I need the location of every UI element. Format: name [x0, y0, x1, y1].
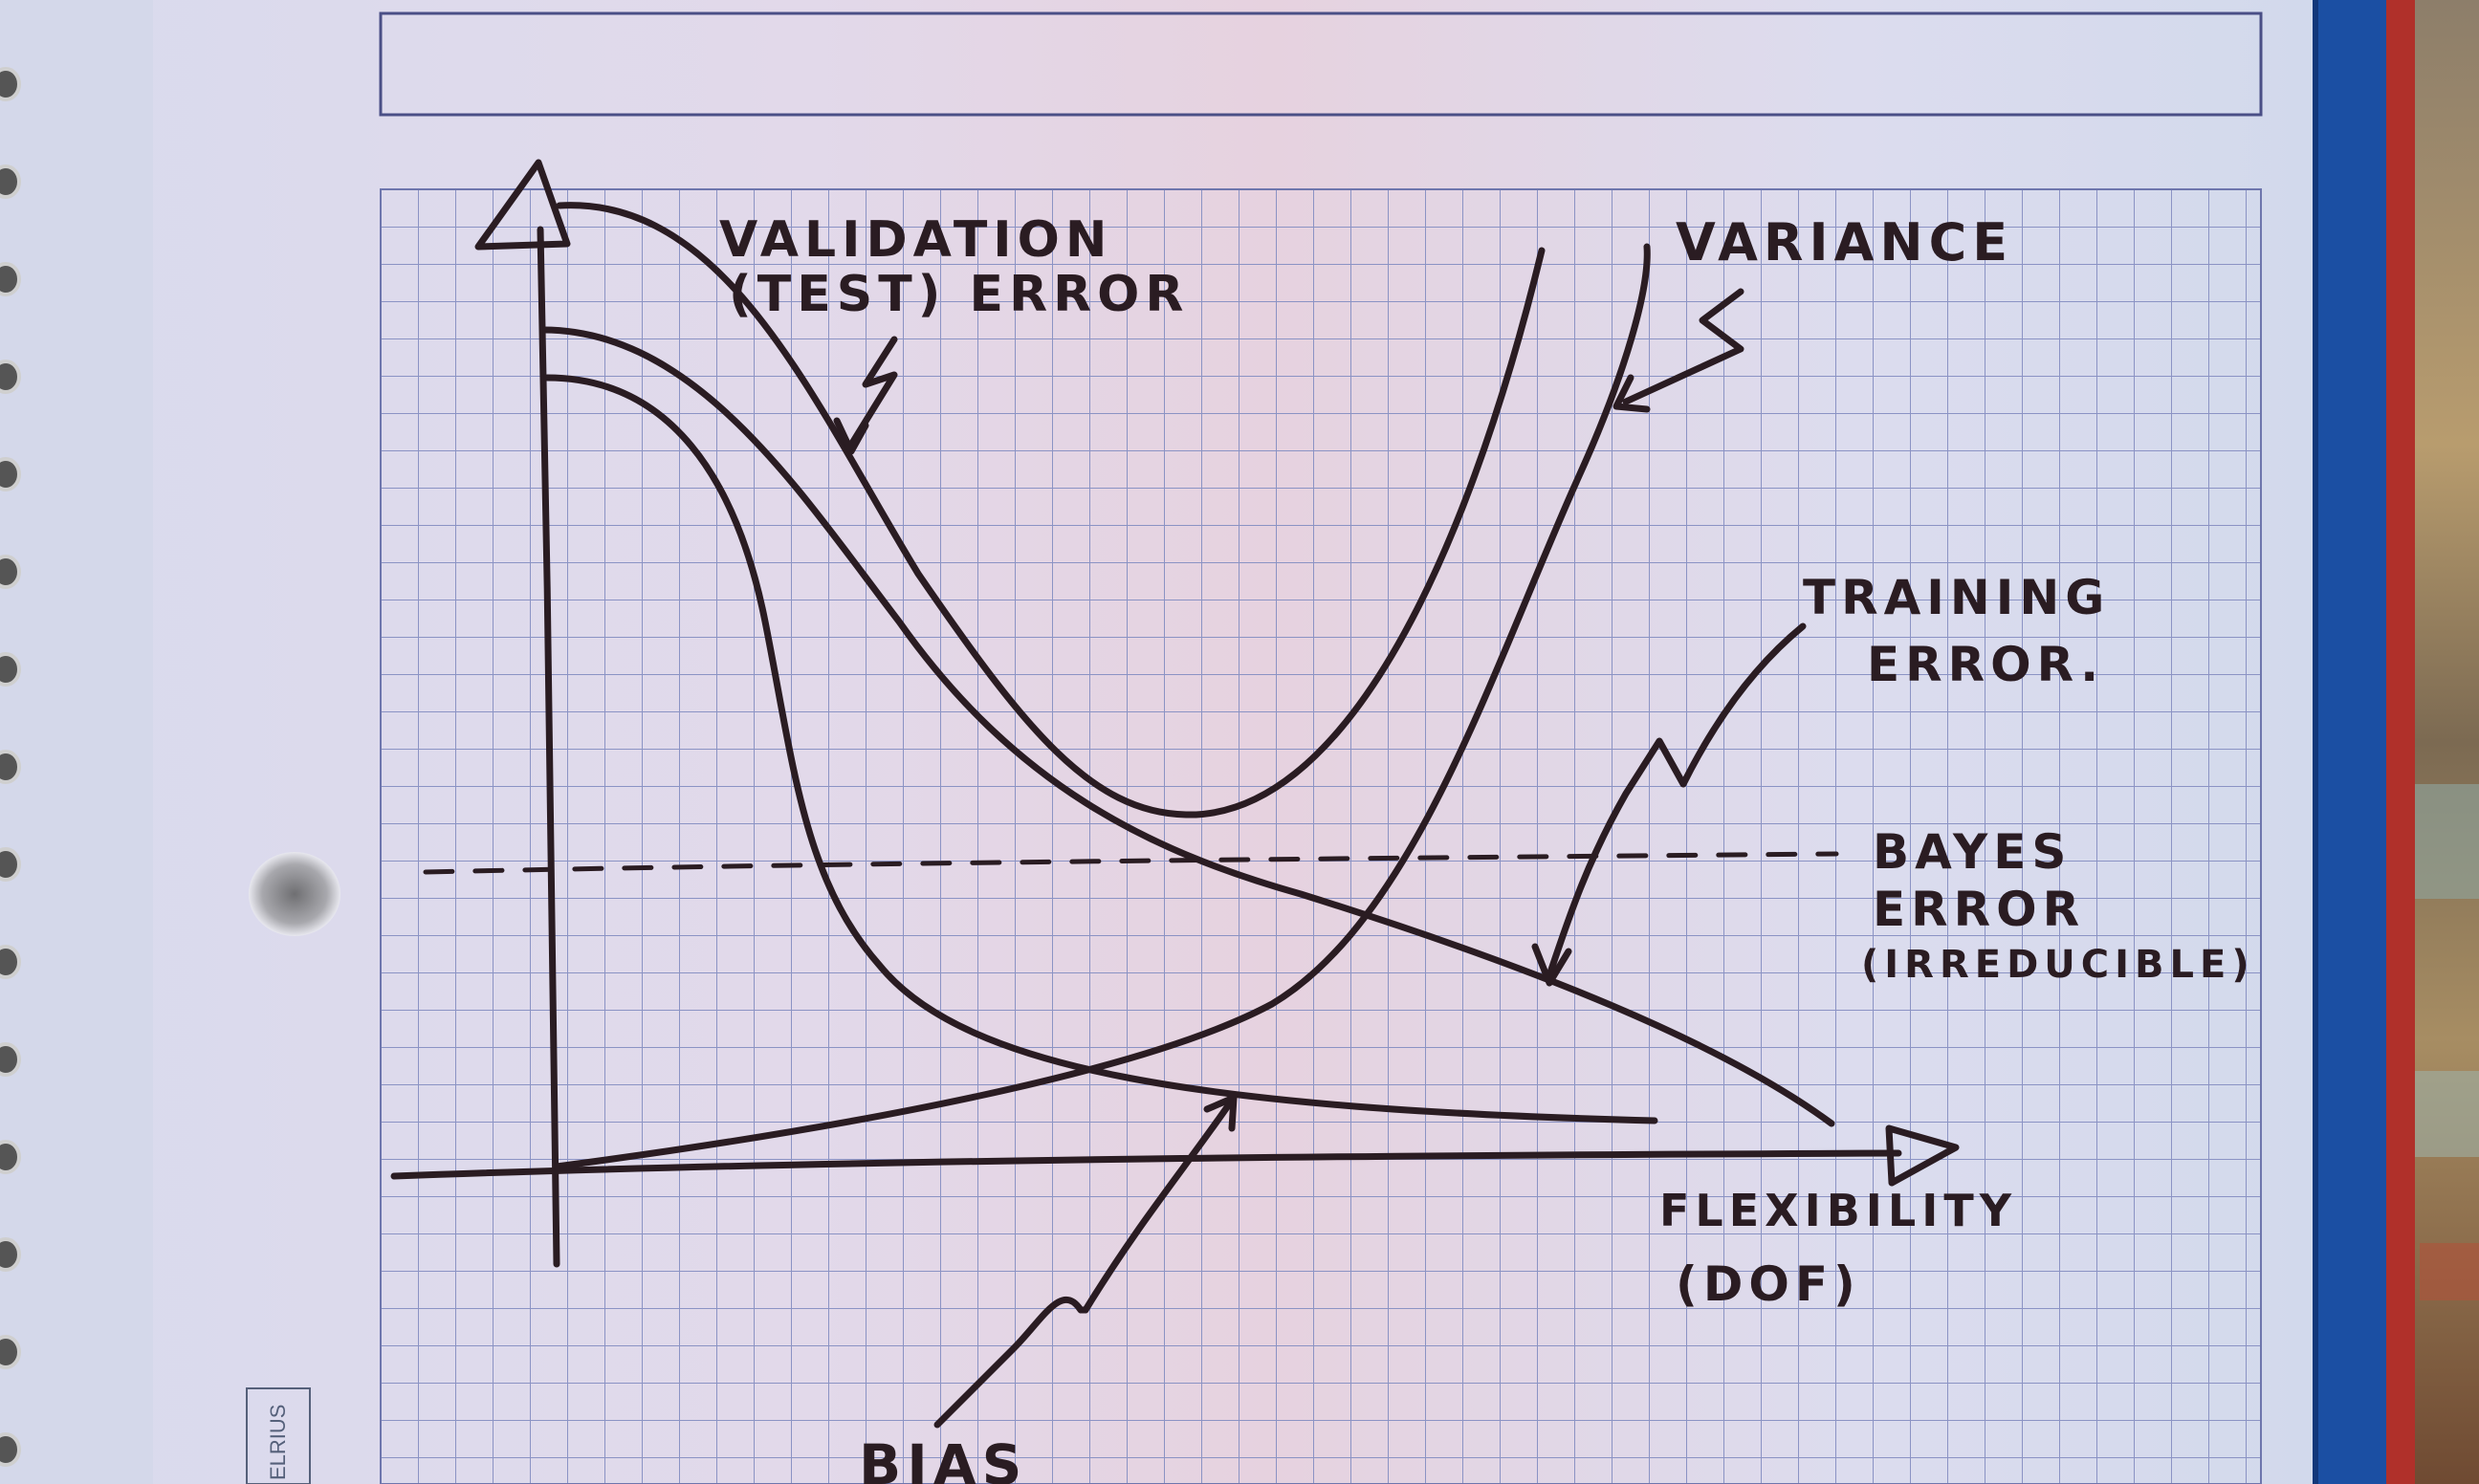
y-axis-arrowhead: [474, 159, 571, 251]
variance-label: VARIANCE: [1676, 212, 2013, 273]
x-axis-label-line1: FLEXIBILITY: [1659, 1185, 2017, 1236]
brand-label-box: [246, 1387, 311, 1484]
x-axis-arrowhead: [1885, 1124, 1960, 1187]
bayes-error-line: [423, 851, 1839, 875]
validation-pointer-head: [833, 417, 869, 455]
bias-label: BIAS: [859, 1432, 1027, 1484]
variance-pointer: [1622, 288, 1744, 405]
fabric-pattern: [2420, 1243, 2479, 1300]
bias-curve: [543, 374, 1658, 1124]
cover-red-edge: [2386, 0, 2415, 1484]
punched-hole: [249, 852, 340, 936]
y-axis: [537, 226, 560, 1268]
validation-label-line1: VALIDATION: [719, 211, 1112, 269]
validation-pointer: [847, 336, 898, 448]
validation-label-line2: (TEST) ERROR: [729, 266, 1189, 323]
training-error-curve: [539, 326, 1835, 1127]
graph-grid: [381, 189, 2261, 1484]
header-box: [379, 11, 2263, 117]
validation-error-curve: [556, 202, 1546, 818]
training-label-line2: ERROR.: [1867, 637, 2104, 692]
diagram-ink: [390, 159, 1960, 1429]
bias-pointer-head: [1203, 1094, 1238, 1132]
variance-curve: [553, 243, 1651, 1170]
x-axis-label-line2: (DOF): [1676, 1256, 1861, 1312]
x-axis: [390, 1149, 1902, 1180]
bayes-label-line2: ERROR: [1873, 882, 2085, 937]
spiral-binding: [0, 67, 21, 1467]
training-pointer: [1546, 622, 1807, 979]
bayes-label-line3: (IRREDUCIBLE): [1861, 943, 2255, 987]
training-pointer-head: [1531, 943, 1572, 987]
paper-left-margin: [0, 0, 153, 1484]
grid-border: [380, 188, 2262, 1484]
variance-pointer-head: [1612, 374, 1651, 413]
training-label-line1: TRAINING: [1803, 570, 2110, 625]
brand-label: ELRIUS: [266, 1405, 290, 1480]
bias-pointer: [933, 1101, 1233, 1429]
bayes-label-line1: BAYES: [1873, 824, 2072, 880]
